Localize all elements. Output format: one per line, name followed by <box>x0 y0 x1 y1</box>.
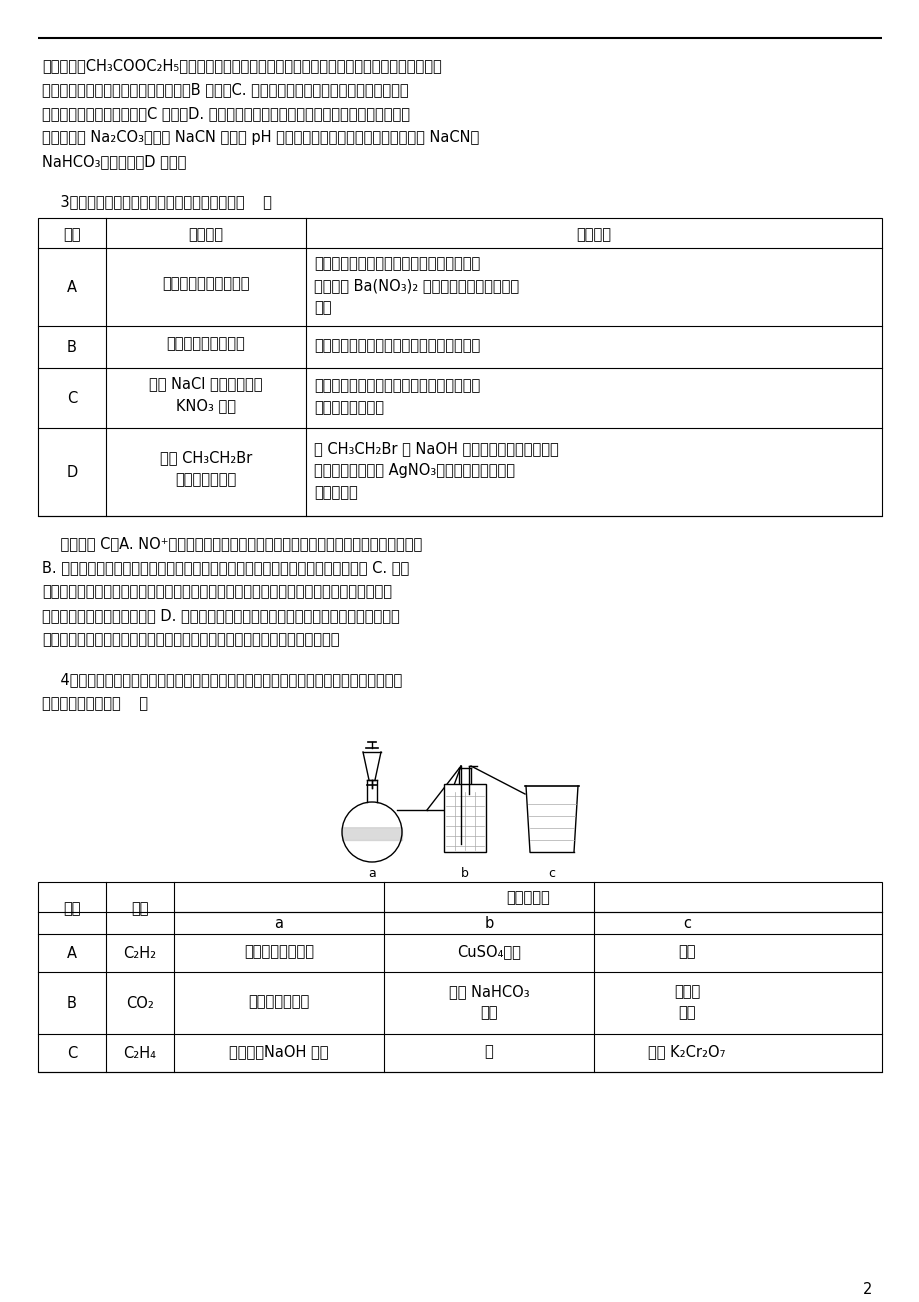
Text: 加入适量的浓溴水充分反应后过滤弃去沉淀: 加入适量的浓溴水充分反应后过滤弃去沉淀 <box>313 339 480 353</box>
Text: c: c <box>548 867 555 880</box>
Text: 2: 2 <box>862 1282 871 1297</box>
Text: 将 CH₃CH₂Br 与 NaOH 溶液共热，冷却后，取出: 将 CH₃CH₂Br 与 NaOH 溶液共热，冷却后，取出 <box>313 441 558 456</box>
Text: 实验方案: 实验方案 <box>576 227 611 242</box>
Text: 溶液: 溶液 <box>677 1005 695 1019</box>
Text: 饱和食盐水＋电石: 饱和食盐水＋电石 <box>244 944 313 960</box>
Text: b: b <box>483 917 494 931</box>
Text: c: c <box>682 917 690 931</box>
Text: 饱和 NaHCO₃: 饱和 NaHCO₃ <box>448 984 528 999</box>
Text: C₂H₂: C₂H₂ <box>123 947 156 961</box>
Text: 先将亚硫酸钠样品溶于水配成溶液，然后加: 先将亚硫酸钠样品溶于水配成溶液，然后加 <box>313 256 480 271</box>
Text: B. 浓溴水和苯酚反应生成的三溴苯酚溶解在苯中，不能将苯和三溴苯酚分开，错误 C. 硝酸: B. 浓溴水和苯酚反应生成的三溴苯酚溶解在苯中，不能将苯和三溴苯酚分开，错误 C… <box>42 560 409 575</box>
Bar <box>38 881 881 1072</box>
Text: 性溶液中，即冷却后先加入稀硝酸至溶液呈酸性，再加入硝酸银溶液，错误。: 性溶液中，即冷却后先加入稀硝酸至溶液呈酸性，再加入硝酸银溶液，错误。 <box>42 631 339 647</box>
Text: 沉淀: 沉淀 <box>313 299 331 315</box>
Bar <box>38 217 881 516</box>
Text: 酸性 K₂Cr₂O₇: 酸性 K₂Cr₂O₇ <box>648 1044 725 1060</box>
Text: C₂H₄: C₂H₄ <box>123 1046 156 1061</box>
Text: 趁热过滤弃去滤液: 趁热过滤弃去滤液 <box>313 400 383 415</box>
Text: 除杂目的；CH₃COOC₂H₅与乙醇二者互溶，乙醇能溶于水，乙酸乙酯不溶于水，所以可以用水: 除杂目的；CH₃COOC₂H₅与乙醇二者互溶，乙醇能溶于水，乙酸乙酯不溶于水，所… <box>42 59 441 73</box>
Text: 作萃取剂，然后采用分液的方法分离，B 错误；C. 二者的浓度相同，首先沉淀的说明溶度积: 作萃取剂，然后采用分液的方法分离，B 错误；C. 二者的浓度相同，首先沉淀的说明… <box>42 82 408 98</box>
Text: 中存在的溴元素: 中存在的溴元素 <box>176 473 236 487</box>
Text: C: C <box>67 1046 77 1061</box>
Text: 以不能根据 Na₂CO₃溶液和 NaCN 溶液的 pH 大小判断酸性强弱，应该用相同浓度的 NaCN、: 以不能根据 Na₂CO₃溶液和 NaCN 溶液的 pH 大小判断酸性强弱，应该用… <box>42 130 479 145</box>
Text: 稀盐酸＋石灰石: 稀盐酸＋石灰石 <box>248 995 310 1009</box>
Text: 4．如图依次为气体制备、除杂并检验其性质的装置（加热及夹持仪器省略）。下列设计: 4．如图依次为气体制备、除杂并检验其性质的装置（加热及夹持仪器省略）。下列设计 <box>42 672 402 687</box>
Bar <box>444 784 485 852</box>
Text: a: a <box>274 917 283 931</box>
Text: B: B <box>67 996 77 1010</box>
Text: 钾溶解度受温度变化影响较大，氯化钠溶解度受温度变化影响较小，可以用蒸发结晶，趁热: 钾溶解度受温度变化影响较大，氯化钠溶解度受温度变化影响较小，可以用蒸发结晶，趁热 <box>42 585 391 599</box>
Text: 检验 CH₃CH₂Br: 检验 CH₃CH₂Br <box>160 450 252 465</box>
Text: 气体: 气体 <box>131 901 149 917</box>
Text: A: A <box>67 947 77 961</box>
Text: 溴乙烷＋NaOH 乙醇: 溴乙烷＋NaOH 乙醇 <box>229 1044 328 1060</box>
Text: 除去 NaCl 晶体中少量的: 除去 NaCl 晶体中少量的 <box>149 376 263 391</box>
Text: b: b <box>460 867 469 880</box>
Text: CO₂: CO₂ <box>126 996 153 1010</box>
Text: 选项: 选项 <box>63 227 81 242</box>
Text: 水: 水 <box>484 1044 493 1060</box>
Text: 装置中药品: 装置中药品 <box>505 891 550 905</box>
Text: 溴水: 溴水 <box>677 944 695 960</box>
Text: 常数小，能达到实验目的，C 正确；D. 碳酸根离子对应的酸是碳酸氢根离子而不是碳酸，所: 常数小，能达到实验目的，C 正确；D. 碳酸根离子对应的酸是碳酸氢根离子而不是碳… <box>42 105 410 121</box>
Text: 不能达到目的的是（    ）: 不能达到目的的是（ ） <box>42 697 148 711</box>
Text: 检验亚硫酸钠是否变质: 检验亚硫酸钠是否变质 <box>162 276 249 292</box>
Text: 先将晶体溶于水配成溶液，然后蒸发结晶并: 先将晶体溶于水配成溶液，然后蒸发结晶并 <box>313 378 480 393</box>
Text: 实验目的: 实验目的 <box>188 227 223 242</box>
Text: D: D <box>66 465 77 480</box>
Text: 除去苯中混有的苯酚: 除去苯中混有的苯酚 <box>166 336 245 352</box>
Text: C: C <box>67 391 77 406</box>
Text: 过滤的方法除去硝酸钾，正确 D. 溴乙烷和氢氧化钠溶液发生水解反应，检验溴离子应在酸: 过滤的方法除去硝酸钾，正确 D. 溴乙烷和氢氧化钠溶液发生水解反应，检验溴离子应… <box>42 608 400 622</box>
Text: NaHCO₃溶液比较，D 错误。: NaHCO₃溶液比较，D 错误。 <box>42 154 187 169</box>
Text: KNO₃ 杂质: KNO₃ 杂质 <box>176 398 236 413</box>
Text: CuSO₄溶液: CuSO₄溶液 <box>457 944 520 960</box>
Text: B: B <box>67 340 77 355</box>
Text: a: a <box>368 867 376 880</box>
Text: 溶液: 溶液 <box>480 1005 497 1019</box>
Text: 选项: 选项 <box>63 901 81 917</box>
Text: 上层水溶液，加入 AgNO₃溶液，观察是否产生: 上层水溶液，加入 AgNO₃溶液，观察是否产生 <box>313 464 515 478</box>
Text: 苯酚钠: 苯酚钠 <box>673 984 699 999</box>
Text: 入酸化的 Ba(NO₃)₂ 溶液，观察是否生成白色: 入酸化的 Ba(NO₃)₂ 溶液，观察是否生成白色 <box>313 279 518 293</box>
Text: A: A <box>67 280 77 296</box>
Text: 3．下列实验方案中，可以达到实验目的的是（    ）: 3．下列实验方案中，可以达到实验目的的是（ ） <box>42 194 272 210</box>
Text: 解析：选 C。A. NO⁺在酸性环境下具有强氧化性，能氧化亚硫酸盐生成硫酸盐，错误；: 解析：选 C。A. NO⁺在酸性环境下具有强氧化性，能氧化亚硫酸盐生成硫酸盐，错… <box>42 536 422 551</box>
Text: 淡黄色沉淀: 淡黄色沉淀 <box>313 486 357 500</box>
